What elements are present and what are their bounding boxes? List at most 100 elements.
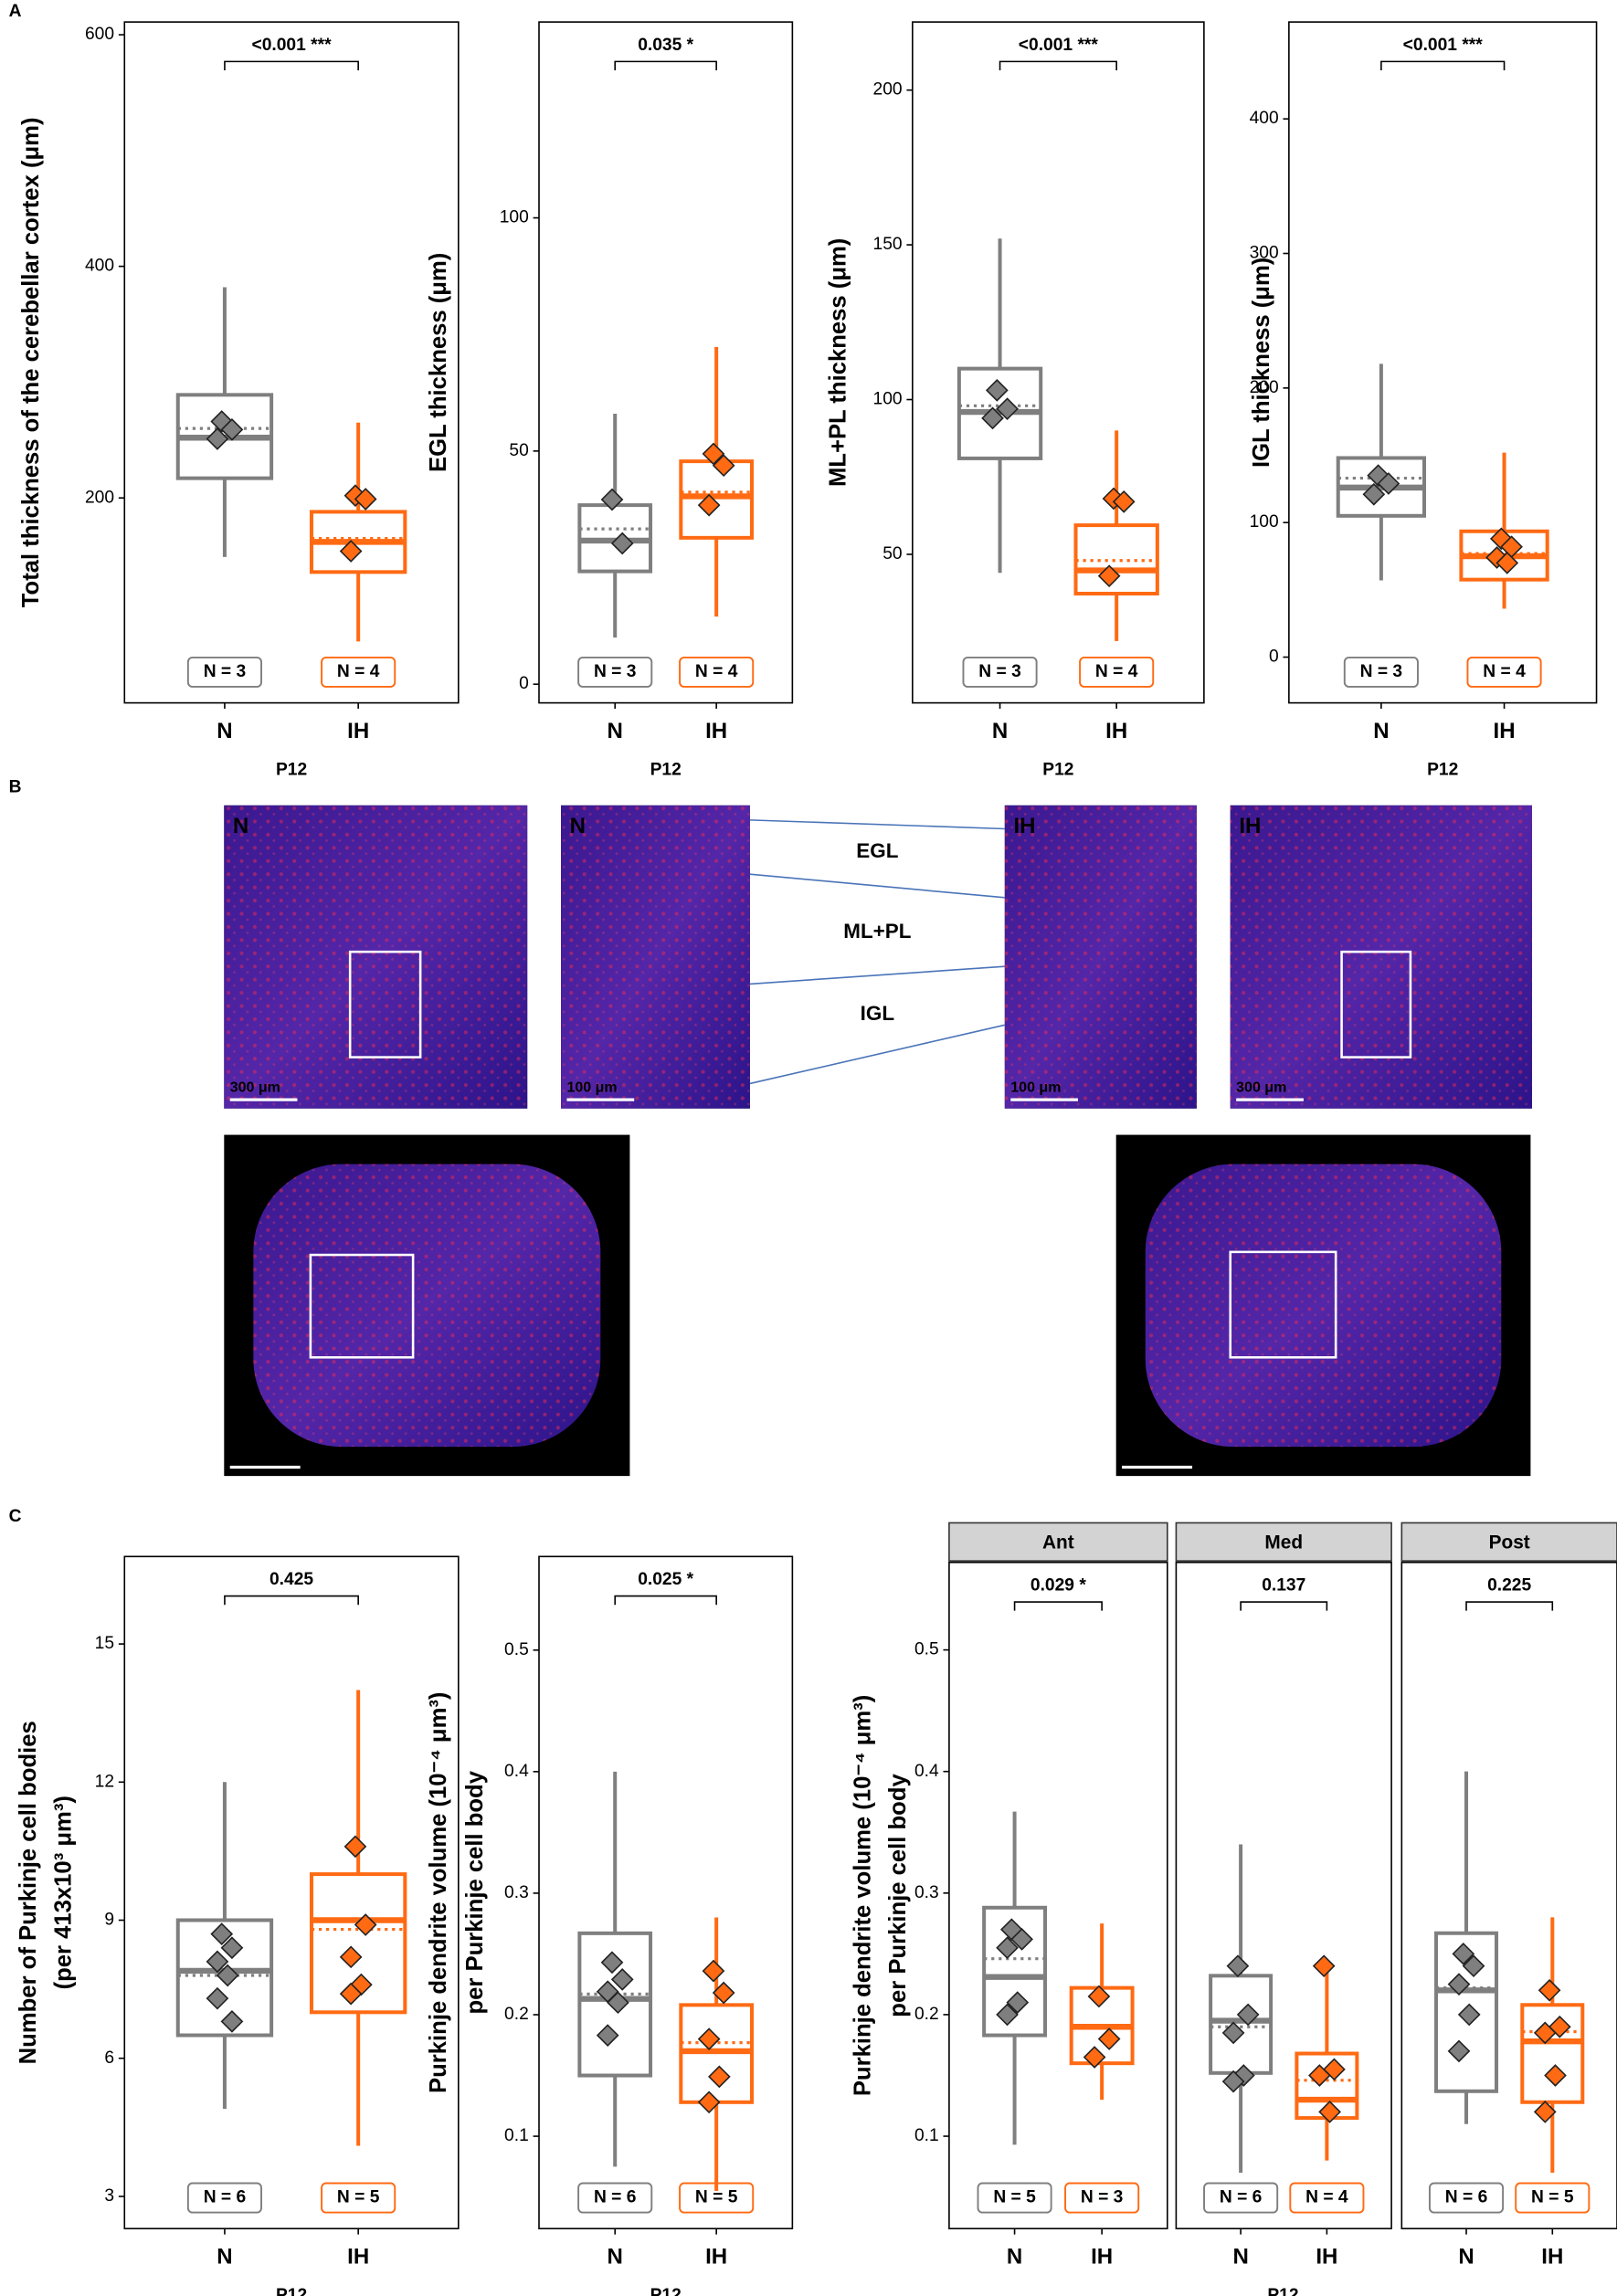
sig-bracket [1465, 1601, 1554, 1611]
animal-mean [220, 1936, 244, 1960]
x-axis-title: P12 [276, 2286, 307, 2296]
panel-label: C [9, 1507, 22, 1526]
animal-mean [1221, 2021, 1245, 2045]
n-label-box [186, 2182, 262, 2214]
image-label: IH [1239, 814, 1261, 838]
y-tick-label: 0 [519, 674, 529, 693]
y-tick-label: 0.1 [914, 2126, 939, 2145]
y-tick-label: 400 [85, 257, 114, 276]
n-label: N = 6 [594, 2188, 636, 2207]
box [679, 459, 754, 540]
n-label: N = 4 [1483, 662, 1526, 681]
y-tick-label: 9 [104, 1911, 114, 1930]
animal-mean [1462, 1954, 1485, 1978]
n-label: N = 4 [1095, 662, 1138, 681]
animal-mean [339, 540, 363, 563]
layer-label: IGL [861, 1002, 895, 1025]
x-tick-label: N [217, 719, 232, 743]
x-axis-title: P12 [1042, 760, 1073, 779]
animal-mean [1083, 2046, 1106, 2069]
y-tick-label: 200 [1250, 378, 1279, 397]
p-value: 0.425 [270, 1570, 313, 1589]
x-axis-title: P12 [1267, 2286, 1298, 2296]
animal-mean [1006, 1991, 1030, 2014]
panel-label: B [9, 778, 22, 797]
sig-bracket [1380, 60, 1506, 70]
n-label: N = 4 [1305, 2188, 1348, 2207]
animal-mean [1010, 1928, 1033, 1951]
scale-label: 300 μm [230, 1080, 280, 1096]
y-axis-title: Total thickness of the cerebellar cortex… [18, 117, 44, 607]
x-axis-title: P12 [650, 2286, 682, 2296]
x-tick-label: IH [1316, 2245, 1337, 2270]
n-label-box [577, 2182, 653, 2214]
animal-mean [1308, 2064, 1331, 2087]
plot-frame [1288, 21, 1598, 704]
y-axis-title: (per 413x10³ μm³) [50, 1796, 76, 1989]
x-tick-label: IH [347, 719, 369, 743]
y-axis-title: EGL thickness (μm) [426, 253, 451, 472]
sig-bracket [1013, 1601, 1103, 1611]
n-label-box [1289, 2182, 1365, 2214]
animal-mean [1312, 1954, 1336, 1978]
y-axis-title: per Purkinje cell body [885, 1773, 911, 2017]
n-label-box [1203, 2182, 1279, 2214]
p-value: 0.137 [1262, 1575, 1305, 1595]
n-label-box [1343, 656, 1419, 688]
y-tick-label: 200 [85, 488, 114, 507]
y-tick-label: 12 [95, 1772, 114, 1791]
x-tick-label: N [1232, 2245, 1248, 2270]
animal-mean [1367, 464, 1390, 487]
x-axis-title: P12 [650, 760, 682, 779]
n-label-box [1466, 656, 1542, 688]
animal-mean [596, 2024, 619, 2047]
animal-mean [985, 378, 1009, 402]
p-value: 0.035 * [638, 36, 693, 55]
x-tick-label: N [608, 2245, 623, 2270]
animal-mean [1377, 472, 1400, 495]
image-label: N [233, 1143, 248, 1168]
facet-strip [948, 1522, 1168, 1562]
y-tick-label: 6 [104, 2048, 114, 2068]
facet-label: Post [1489, 1532, 1530, 1553]
x-tick-label: IH [1494, 719, 1516, 743]
p-value: <0.001 *** [1403, 36, 1484, 55]
animal-mean [354, 1913, 377, 1936]
scale-label: 100 μm [566, 1080, 617, 1096]
y-tick-label: 3 [104, 2186, 114, 2206]
animal-mean [1087, 1985, 1111, 2008]
image-label: IH [1125, 1143, 1147, 1168]
plot-frame [948, 1561, 1168, 2230]
plot-frame [538, 21, 794, 704]
x-tick-label: IH [705, 2245, 727, 2270]
image-label: N [233, 814, 248, 838]
scale-label: 500 μm [1122, 1447, 1172, 1463]
animal-mean [1221, 2070, 1245, 2093]
animal-mean [1533, 2101, 1557, 2123]
n-label-box [1064, 2182, 1140, 2214]
p-value: 0.225 [1487, 1575, 1531, 1595]
cell-stain [253, 1164, 601, 1448]
animal-mean [1447, 2039, 1471, 2063]
x-tick-label: N [217, 2245, 232, 2270]
y-tick-label: 0.2 [914, 2005, 939, 2024]
animal-mean [610, 1968, 634, 1991]
animal-mean [220, 2010, 244, 2033]
animal-mean [354, 488, 377, 511]
y-tick-label: 0.2 [504, 2005, 529, 2024]
plot-frame [912, 21, 1205, 704]
x-axis-title: P12 [1427, 760, 1458, 779]
animal-mean [996, 2003, 1019, 2027]
y-tick-label: 0.3 [914, 1883, 939, 1902]
animal-mean [1495, 552, 1519, 574]
scale-label: 100 μm [1010, 1080, 1061, 1096]
plot-frame [1175, 1561, 1392, 2230]
inset-box [1340, 950, 1412, 1058]
image-label: IH [1013, 814, 1035, 838]
connector [749, 873, 1005, 899]
plot-frame [123, 1555, 460, 2230]
x-tick-label: N [992, 719, 1008, 743]
y-tick-label: 300 [1250, 244, 1279, 263]
plot-frame [123, 21, 460, 704]
